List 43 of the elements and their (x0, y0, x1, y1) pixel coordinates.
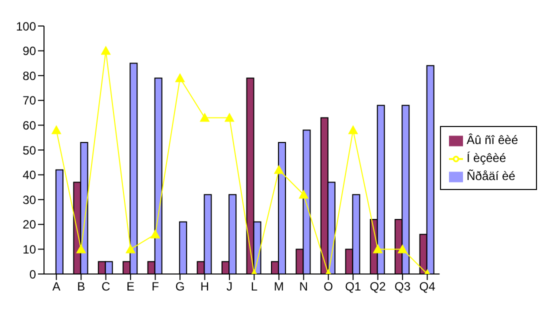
point (200, 112, 210, 122)
point (150, 229, 160, 238)
point (348, 125, 358, 134)
x-tick-label: E (126, 280, 135, 294)
point (372, 244, 383, 254)
y-tick-label: 50 (22, 143, 36, 158)
x-tick-label: B (77, 280, 86, 294)
y-tick-label: 60 (22, 118, 36, 132)
point (224, 112, 234, 122)
x-tick-label: J (226, 280, 232, 294)
point (51, 125, 62, 134)
legend-label: Ñðåäí èé (466, 169, 516, 183)
y-tick-label: 80 (22, 68, 36, 83)
point (100, 46, 111, 55)
y-tick-label: 30 (22, 192, 36, 207)
x-tick-label: N (299, 280, 308, 294)
point (76, 244, 86, 254)
x-tick-label: F (152, 280, 159, 294)
x-tick-label: M (274, 280, 284, 294)
x-tick-label: A (52, 280, 60, 294)
x-tick-label: Q2 (370, 280, 386, 294)
point (174, 73, 185, 82)
x-tick-label: H (200, 280, 210, 294)
y-tick-label: 100 (16, 19, 36, 34)
point (398, 244, 408, 254)
legend-label: Í èçêèé (466, 151, 506, 165)
y-tick-label: 10 (22, 242, 36, 256)
y-tick-label: 90 (22, 44, 36, 58)
x-tick-label: Q4 (419, 280, 436, 294)
x-tick-label: G (175, 280, 185, 294)
y-tick-label: 20 (22, 218, 36, 232)
x-tick-label: L (250, 280, 258, 294)
y-tick-label: 40 (22, 168, 36, 182)
x-tick-label: C (101, 280, 110, 294)
point (298, 190, 309, 199)
y-tick-label: 70 (22, 94, 36, 108)
y-tick-label: 0 (29, 267, 36, 282)
x-tick-label: Q3 (394, 280, 411, 294)
point (126, 244, 136, 254)
x-tick-label: O (324, 280, 334, 294)
point (274, 164, 284, 174)
legend-label: Âû ñî êèé (466, 133, 518, 147)
x-tick-label: Q1 (345, 280, 362, 294)
